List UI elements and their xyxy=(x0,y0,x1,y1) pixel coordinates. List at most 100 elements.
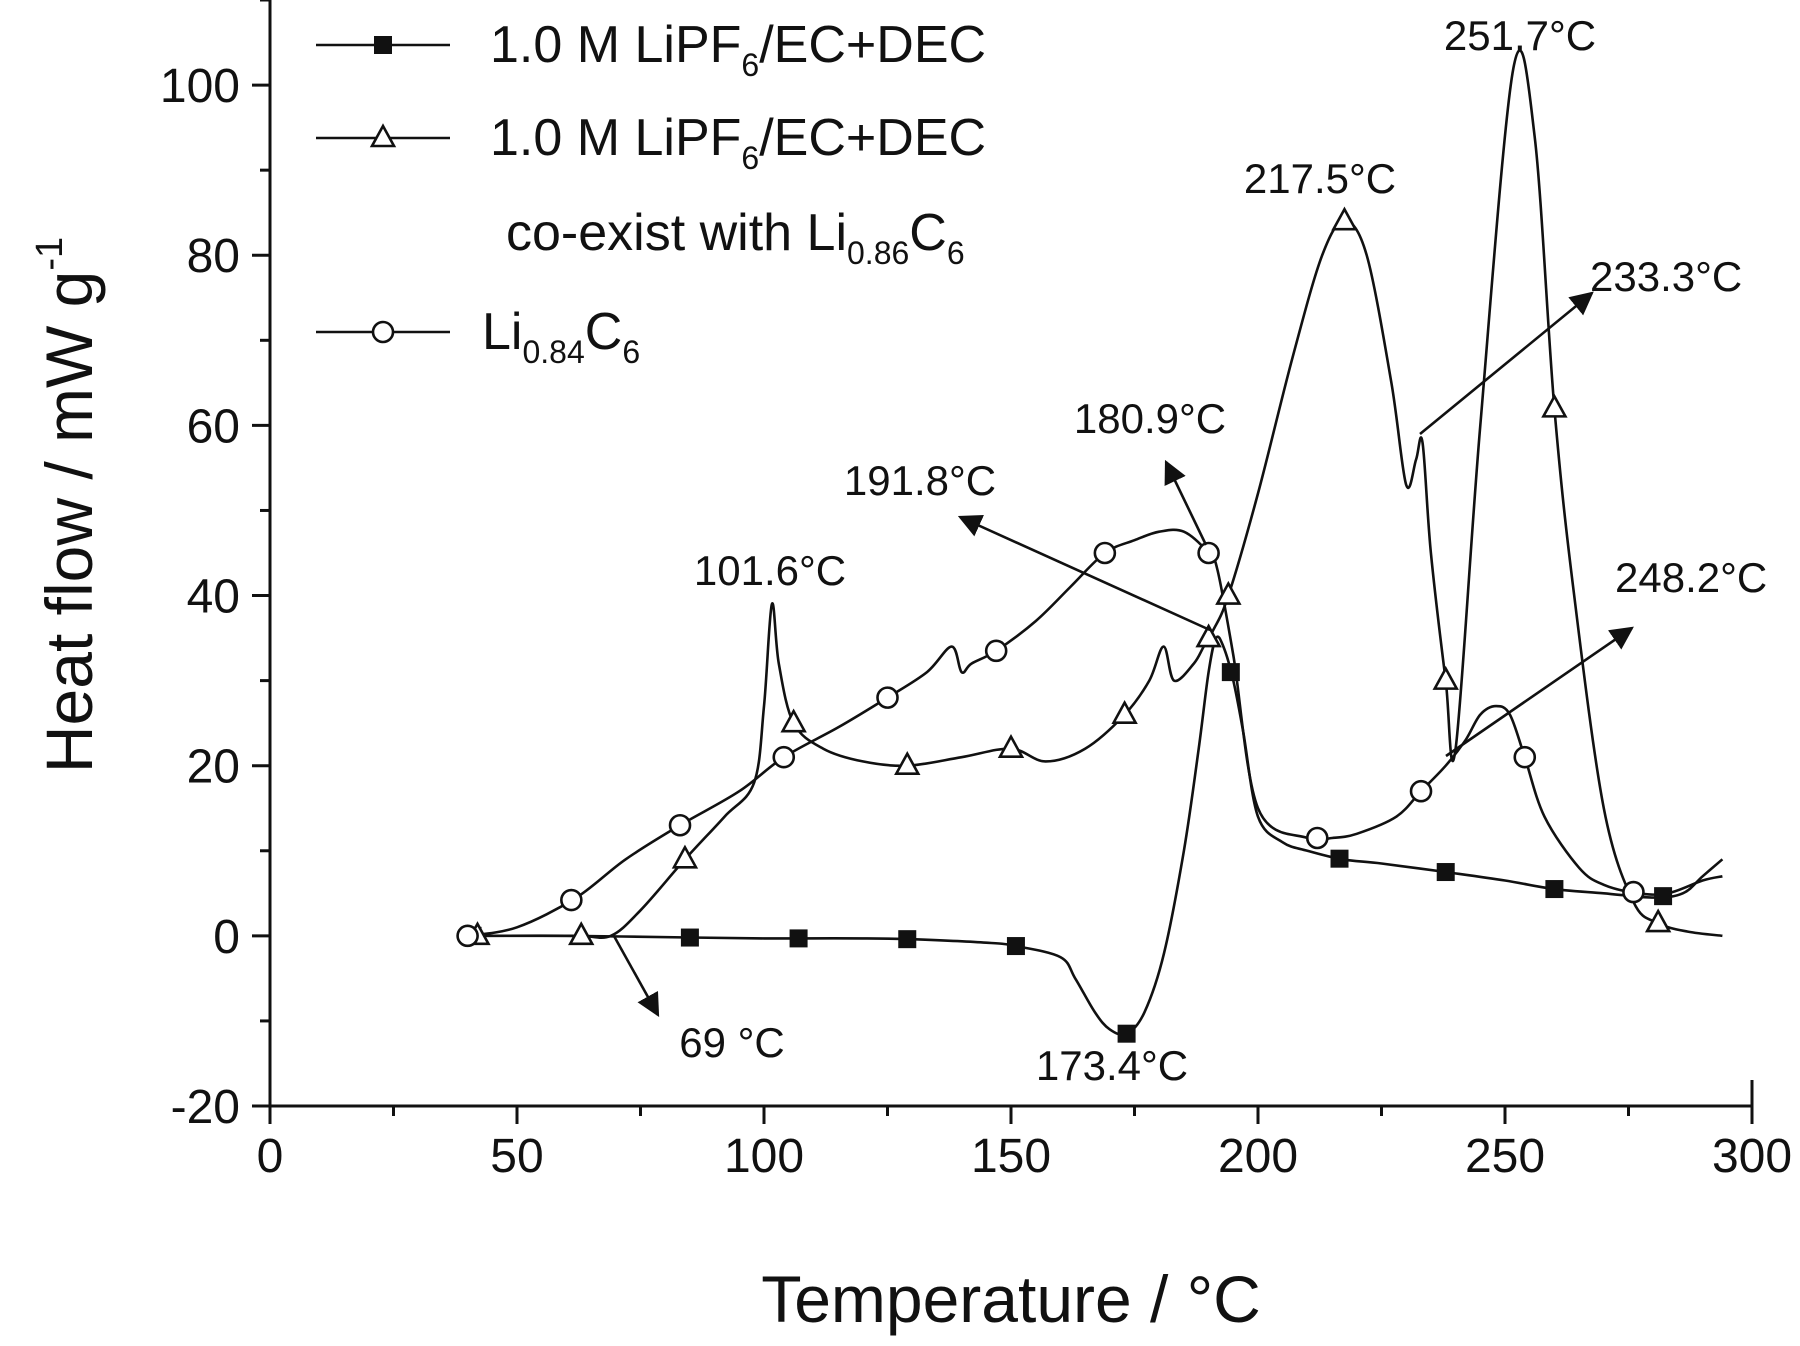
open-circle-marker xyxy=(1093,541,1117,565)
annotation-label: 233.3°C xyxy=(1590,253,1742,300)
arrow-248-2 xyxy=(1445,626,1634,758)
open-triangle-marker xyxy=(568,921,595,946)
open-triangle-marker xyxy=(1644,908,1672,933)
series-line-open-circle xyxy=(467,528,1723,938)
filled-square-marker xyxy=(789,929,808,948)
y-tick-label: 60 xyxy=(187,400,240,453)
legend-label-main: co-exist with Li xyxy=(506,204,847,262)
legend-label-sub: 6 xyxy=(741,140,759,176)
open-circle-marker xyxy=(1197,541,1220,565)
arrow-180-9 xyxy=(1164,459,1208,546)
annotation-label: 69 °C xyxy=(679,1019,785,1066)
open-triangle-marker xyxy=(780,708,807,733)
arrow-233-3 xyxy=(1419,291,1594,436)
series-line-open-triangle xyxy=(467,49,1723,939)
legend-label-main: /EC+DEC xyxy=(759,109,986,167)
open-circle-marker xyxy=(456,924,479,948)
open-circle-marker xyxy=(668,813,692,837)
y-axis-title-main: Heat flow / mW g xyxy=(32,271,106,773)
x-tick-label: 250 xyxy=(1465,1130,1545,1183)
x-tick-label: 300 xyxy=(1712,1130,1792,1183)
open-triangle-marker xyxy=(1432,665,1459,690)
open-circle-marker xyxy=(876,686,899,709)
legend: 1.0 M LiPF6/EC+DEC 1.0 M LiPF6/EC+DEC co… xyxy=(316,16,986,370)
legend-label-line2: co-exist with Li0.86C6 xyxy=(506,204,965,271)
filled-square-marker xyxy=(1654,887,1673,906)
y-tick-label: 80 xyxy=(187,230,240,283)
filled-square-marker xyxy=(898,930,917,949)
open-triangle-marker xyxy=(1215,580,1242,605)
arrow-69 xyxy=(612,935,660,1018)
x-tick-label: 150 xyxy=(971,1130,1051,1183)
annotation-label: 248.2°C xyxy=(1615,554,1767,601)
open-triangle-marker xyxy=(997,733,1025,758)
open-triangle-marker xyxy=(1111,699,1138,724)
y-tick-label: 20 xyxy=(187,741,240,794)
legend-label: Li0.84C6 xyxy=(482,303,640,370)
legend-label-main: 1.0 M LiPF xyxy=(490,109,741,167)
open-circle-marker xyxy=(1409,779,1433,803)
legend-label-main: C xyxy=(585,303,623,361)
annotation-label: 173.4°C xyxy=(1036,1042,1188,1089)
legend-label: 1.0 M LiPF6/EC+DEC xyxy=(490,16,986,83)
y-axis-ticks: -20 0 20 40 60 80 100 xyxy=(160,0,270,1134)
open-circle-marker xyxy=(1305,826,1329,850)
arrow-191-8 xyxy=(957,515,1211,632)
y-tick-label: -20 xyxy=(171,1081,240,1134)
legend-label-sub: 0.86 xyxy=(847,235,909,271)
series-line-filled-square xyxy=(467,635,1724,1037)
filled-square-marker xyxy=(1436,863,1455,882)
open-circle-marker xyxy=(560,888,583,912)
open-circle-marker xyxy=(371,320,395,344)
open-triangle-marker xyxy=(894,750,921,775)
legend-label-sub: 6 xyxy=(741,47,759,83)
annotation-label: 180.9°C xyxy=(1074,395,1226,442)
y-axis-title-sup: -1 xyxy=(29,237,71,271)
open-circle-marker xyxy=(772,745,796,769)
legend-label-main: 1.0 M LiPF xyxy=(490,16,741,74)
filled-square-marker xyxy=(1545,880,1564,899)
series-layer xyxy=(467,49,1724,1037)
open-triangle-marker xyxy=(1541,393,1568,418)
x-axis-title: Temperature / °C xyxy=(761,1262,1261,1336)
open-triangle-marker xyxy=(1331,206,1358,231)
legend-label-main: Li xyxy=(482,303,522,361)
annotation-label: 217.5°C xyxy=(1244,155,1396,202)
legend-label-sub: 6 xyxy=(622,334,640,370)
marker-layer xyxy=(456,206,1673,1043)
open-triangle-marker xyxy=(369,123,397,148)
x-tick-label: 0 xyxy=(257,1130,284,1183)
legend-entry: Li0.84C6 xyxy=(316,303,640,370)
legend-label-main: /EC+DEC xyxy=(759,16,986,74)
y-axis-title: Heat flow / mW g-1 xyxy=(29,237,106,773)
annotation-arrows xyxy=(612,291,1634,1018)
legend-label: 1.0 M LiPF6/EC+DEC xyxy=(490,109,986,176)
annotation-label: 101.6°C xyxy=(694,547,846,594)
x-tick-label: 50 xyxy=(490,1130,543,1183)
filled-square-marker xyxy=(1006,937,1025,956)
x-axis-ticks: 0 50 100 150 200 250 300 xyxy=(257,1106,1792,1183)
open-circle-marker xyxy=(984,639,1008,663)
open-circle-marker xyxy=(1513,745,1537,769)
open-triangle-marker xyxy=(671,844,699,869)
y-tick-label: 0 xyxy=(213,911,240,964)
legend-label-sub: 0.84 xyxy=(522,334,584,370)
x-tick-label: 200 xyxy=(1218,1130,1298,1183)
y-tick-label: 40 xyxy=(187,571,240,624)
annotation-label: 251.7°C xyxy=(1444,12,1596,59)
filled-square-marker xyxy=(1117,1024,1136,1043)
open-triangle-marker xyxy=(1195,623,1222,648)
y-tick-label: 100 xyxy=(160,60,240,113)
annotations: 251.7°C 217.5°C 233.3°C 180.9°C 191.8°C … xyxy=(679,12,1767,1089)
filled-square-marker xyxy=(1330,849,1349,868)
legend-entry: 1.0 M LiPF6/EC+DEC co-exist with Li0.86C… xyxy=(316,109,986,271)
filled-square-marker xyxy=(1221,663,1240,682)
open-circle-marker xyxy=(1622,880,1645,904)
y-axis-title-group: Heat flow / mW g-1 xyxy=(29,237,106,773)
legend-label-sub: 6 xyxy=(947,235,965,271)
filled-square-marker xyxy=(374,36,392,54)
filled-square-marker xyxy=(680,928,699,947)
x-tick-label: 100 xyxy=(724,1130,804,1183)
legend-entry: 1.0 M LiPF6/EC+DEC xyxy=(316,16,986,83)
